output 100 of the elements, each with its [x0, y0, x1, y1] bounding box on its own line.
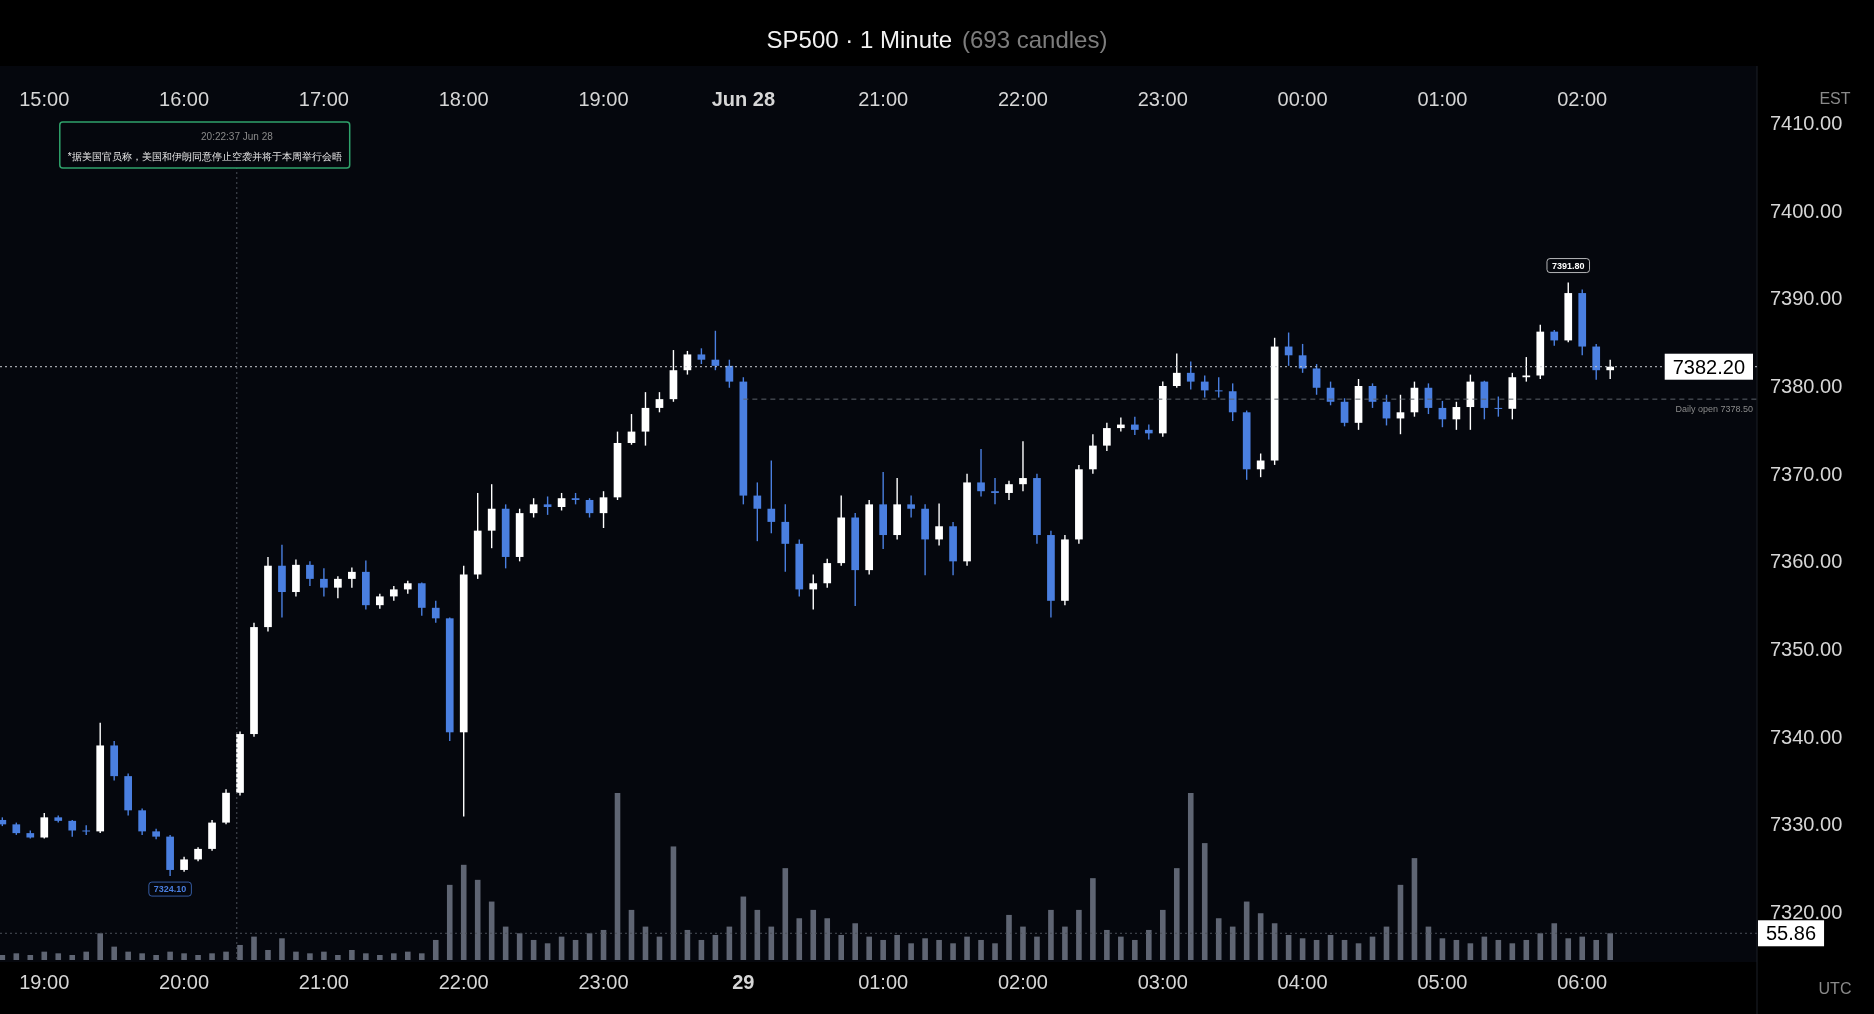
bar: [349, 949, 355, 960]
bar: [838, 934, 845, 960]
bar: [1020, 926, 1026, 960]
y-tick-label: 7350.00: [1770, 638, 1843, 661]
bar: [0, 954, 6, 960]
y-tick-label: 7410.00: [1770, 111, 1843, 134]
bar: [1062, 926, 1068, 960]
bar: [950, 943, 956, 960]
bar: [1509, 943, 1516, 960]
ref-line-label: 20:22:37 Jun 28: [201, 130, 274, 142]
bar: [978, 939, 984, 960]
x-tick-label: 05:00: [1417, 971, 1468, 993]
bar: [1034, 936, 1040, 960]
bar: [992, 943, 998, 960]
chart-title: SP500 · 1 Minute: [766, 25, 953, 53]
bar: [796, 918, 803, 960]
bar: [181, 953, 187, 960]
bar: [866, 936, 872, 960]
bar: [13, 953, 20, 960]
bar: [41, 951, 48, 960]
bar: [460, 864, 467, 960]
bar: [195, 954, 201, 960]
bar: [1467, 943, 1474, 960]
bar: [824, 918, 831, 960]
bar: [810, 909, 817, 960]
bar: [83, 951, 90, 960]
bar: [265, 949, 271, 960]
bar: [153, 954, 159, 960]
x2-axis-title: EST: [1819, 89, 1851, 107]
bar: [1355, 943, 1362, 960]
bar: [782, 868, 789, 960]
bar: [964, 936, 970, 960]
x2-tick-label: 16:00: [159, 88, 210, 110]
bar: [1579, 936, 1586, 960]
x-tick-label: 22:00: [438, 971, 489, 993]
bar: [1607, 933, 1613, 960]
bar: [377, 954, 383, 960]
bar: [1146, 929, 1152, 960]
bar: [418, 953, 425, 960]
bar: [1173, 868, 1180, 960]
bar: [307, 953, 313, 960]
annotation: *据美国官员称，美国和伊朗同意停止空袭并将于本周举行会晤: [67, 150, 342, 162]
bar: [125, 951, 131, 960]
x-tick-label: 21:00: [298, 971, 349, 993]
x-tick-label: 02:00: [997, 971, 1049, 993]
x-tick-label: 03:00: [1137, 971, 1188, 993]
bar: [111, 946, 117, 960]
bar: [1551, 923, 1558, 960]
bar: [544, 943, 551, 960]
bar: [69, 954, 76, 960]
bar: [293, 951, 299, 960]
x-tick-label: 04:00: [1277, 971, 1328, 993]
x-tick-label: 29: [732, 971, 755, 993]
x-tick-label: 19:00: [19, 971, 70, 993]
bar: [167, 951, 173, 960]
x2-tick-label: 22:00: [997, 88, 1049, 110]
y-tick-label: 7320.00: [1770, 901, 1843, 924]
y-tick-label: 7340.00: [1770, 725, 1843, 748]
bar: [1299, 938, 1306, 960]
x-axis-title: UTC: [1818, 979, 1852, 997]
x-tick-label: 01:00: [858, 971, 909, 993]
bar: [391, 953, 397, 960]
bar: [908, 943, 914, 960]
bar: [936, 939, 942, 960]
bar: [1104, 929, 1110, 960]
y-tick-label: 7400.00: [1770, 199, 1843, 222]
text: 55.86: [1766, 922, 1817, 945]
bar: [139, 953, 145, 960]
bar: [335, 954, 341, 960]
y-tick-label: 7380.00: [1770, 375, 1843, 397]
x2-tick-label: 15:00: [19, 88, 70, 110]
bar: [1565, 938, 1572, 960]
x2-tick-label: Jun 28: [711, 88, 776, 110]
y-tick-label: 7390.00: [1770, 287, 1843, 310]
bar: [27, 954, 34, 960]
bar: [405, 951, 411, 960]
bar: [97, 933, 103, 960]
bar: [1537, 933, 1544, 960]
annotation: 7324.10: [153, 884, 187, 895]
bar: [432, 939, 439, 960]
bar: [1215, 918, 1222, 960]
x2-tick-label: 00:00: [1277, 88, 1328, 110]
bar: [1201, 843, 1208, 960]
bar: [321, 951, 327, 960]
bar: [279, 938, 285, 960]
bar: [894, 934, 900, 960]
bar: [251, 936, 257, 960]
bar: [852, 923, 858, 960]
bar: [1132, 939, 1138, 960]
y-tick-label: 7370.00: [1770, 462, 1843, 485]
bar: [1048, 909, 1054, 960]
bar: [209, 953, 215, 960]
x2-tick-label: 23:00: [1137, 88, 1188, 110]
bar: [223, 951, 229, 960]
annotation: 7391.80: [1551, 260, 1585, 271]
bar: [1593, 939, 1600, 960]
x-tick-label: 23:00: [578, 971, 629, 993]
y-tick-label: 7330.00: [1770, 813, 1843, 836]
x2-tick-label: 21:00: [858, 88, 909, 110]
bar: [1090, 878, 1096, 960]
